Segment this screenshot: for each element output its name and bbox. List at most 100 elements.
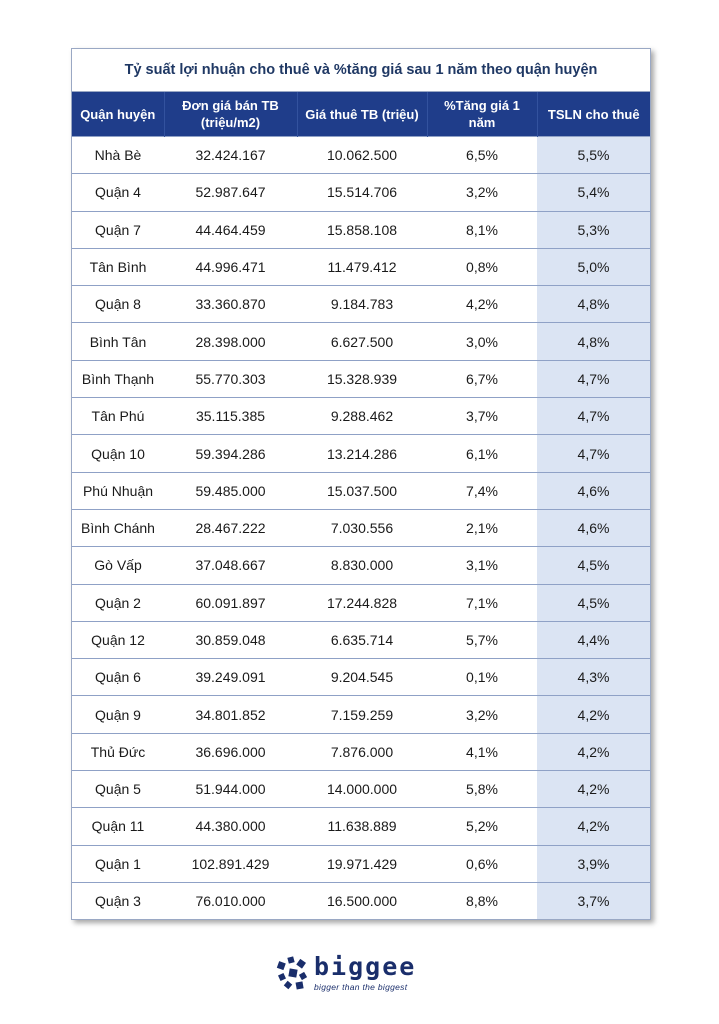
cell-district: Quận 2 [72, 583, 164, 622]
cell-avg-rent: 7.159.259 [297, 695, 427, 734]
cell-avg-sale-price: 34.801.852 [164, 695, 297, 734]
rental-yield-table: Quận huyện Đơn giá bán TB (triệu/m2) Giá… [72, 92, 650, 920]
header-row: Quận huyện Đơn giá bán TB (triệu/m2) Giá… [72, 92, 650, 137]
table-row: Quận 4 52.987.647 15.514.706 3,2% 5,4% [72, 173, 650, 212]
table-body: Nhà Bè 32.424.167 10.062.500 6,5% 5,5% Quận 4… [72, 135, 650, 920]
cell-avg-rent: 15.328.939 [297, 359, 427, 398]
cell-avg-sale-price: 44.996.471 [164, 247, 297, 286]
biggee-logo-icon [276, 956, 308, 990]
cell-price-growth: 3,7% [427, 397, 537, 435]
header-avg-rent: Giá thuê TB (triệu) [297, 92, 428, 137]
header-price-growth: %Tăng giá 1 năm [427, 92, 538, 137]
cell-district: Quận 1 [72, 844, 164, 883]
cell-rental-yield: 4,8% [537, 285, 650, 323]
table-row: Tân Bình 44.996.471 11.479.412 0,8% 5,0% [72, 247, 650, 286]
cell-district: Quận 11 [72, 807, 164, 846]
cell-avg-rent: 16.500.000 [297, 881, 427, 920]
cell-district: Bình Thạnh [72, 359, 164, 398]
cell-price-growth: 5,8% [427, 770, 537, 808]
cell-avg-sale-price: 52.987.647 [164, 173, 297, 212]
table-row: Quận 6 39.249.091 9.204.545 0,1% 4,3% [72, 658, 650, 696]
table-row: Quận 5 51.944.000 14.000.000 5,8% 4,2% [72, 770, 650, 808]
table-row: Thủ Đức 36.696.000 7.876.000 4,1% 4,2% [72, 732, 650, 771]
table-row: Quận 7 44.464.459 15.858.108 8,1% 5,3% [72, 210, 650, 249]
cell-rental-yield: 4,7% [537, 359, 650, 398]
header-district: Quận huyện [72, 92, 165, 137]
cell-avg-rent: 11.479.412 [297, 247, 427, 286]
cell-avg-sale-price: 28.467.222 [164, 508, 297, 547]
cell-rental-yield: 4,6% [537, 508, 650, 547]
table-row: Phú Nhuận 59.485.000 15.037.500 7,4% 4,6% [72, 471, 650, 510]
cell-price-growth: 0,6% [427, 844, 537, 883]
cell-rental-yield: 4,3% [537, 658, 650, 696]
cell-avg-sale-price: 59.485.000 [164, 471, 297, 510]
cell-avg-sale-price: 55.770.303 [164, 359, 297, 398]
table-row: Bình Tân 28.398.000 6.627.500 3,0% 4,8% [72, 322, 650, 361]
cell-rental-yield: 3,7% [537, 881, 650, 920]
cell-price-growth: 0,1% [427, 658, 537, 696]
cell-price-growth: 5,2% [427, 807, 537, 846]
cell-district: Thủ Đức [72, 732, 164, 771]
cell-avg-sale-price: 44.464.459 [164, 210, 297, 249]
cell-district: Quận 10 [72, 434, 164, 473]
cell-price-growth: 0,8% [427, 247, 537, 286]
cell-price-growth: 2,1% [427, 508, 537, 547]
cell-price-growth: 7,4% [427, 471, 537, 510]
cell-rental-yield: 4,7% [537, 434, 650, 473]
table-row: Quận 12 30.859.048 6.635.714 5,7% 4,4% [72, 620, 650, 659]
cell-avg-rent: 14.000.000 [297, 770, 427, 808]
cell-avg-sale-price: 30.859.048 [164, 620, 297, 659]
table-row: Gò Vấp 37.048.667 8.830.000 3,1% 4,5% [72, 546, 650, 585]
cell-avg-rent: 9.184.783 [297, 285, 427, 323]
cell-avg-sale-price: 35.115.385 [164, 397, 297, 435]
cell-rental-yield: 4,5% [537, 583, 650, 622]
logo-tagline: bigger than the biggest [314, 982, 408, 992]
cell-rental-yield: 5,3% [537, 210, 650, 249]
cell-avg-rent: 7.876.000 [297, 732, 427, 771]
header-avg-sale-price: Đơn giá bán TB (triệu/m2) [164, 92, 298, 137]
cell-avg-sale-price: 76.010.000 [164, 881, 297, 920]
cell-district: Tân Phú [72, 397, 164, 435]
cell-district: Quận 5 [72, 770, 164, 808]
cell-avg-sale-price: 59.394.286 [164, 434, 297, 473]
table-row: Quận 11 44.380.000 11.638.889 5,2% 4,2% [72, 807, 650, 846]
cell-district: Nhà Bè [72, 135, 164, 174]
cell-district: Tân Bình [72, 247, 164, 286]
cell-avg-sale-price: 37.048.667 [164, 546, 297, 585]
cell-avg-sale-price: 36.696.000 [164, 732, 297, 771]
cell-price-growth: 4,2% [427, 285, 537, 323]
cell-avg-rent: 6.627.500 [297, 322, 427, 361]
cell-district: Quận 4 [72, 173, 164, 212]
cell-district: Phú Nhuận [72, 471, 164, 510]
table-row: Quận 9 34.801.852 7.159.259 3,2% 4,2% [72, 695, 650, 734]
table-title: Tỷ suất lợi nhuận cho thuê và %tăng giá … [72, 49, 650, 92]
cell-district: Bình Tân [72, 322, 164, 361]
cell-district: Quận 12 [72, 620, 164, 659]
data-table-container: Tỷ suất lợi nhuận cho thuê và %tăng giá … [71, 48, 651, 921]
cell-district: Quận 7 [72, 210, 164, 249]
cell-avg-rent: 15.858.108 [297, 210, 427, 249]
cell-avg-rent: 6.635.714 [297, 620, 427, 659]
cell-avg-sale-price: 51.944.000 [164, 770, 297, 808]
cell-avg-sale-price: 32.424.167 [164, 135, 297, 174]
table-row: Nhà Bè 32.424.167 10.062.500 6,5% 5,5% [72, 135, 650, 174]
cell-avg-sale-price: 102.891.429 [164, 844, 297, 883]
cell-avg-sale-price: 28.398.000 [164, 322, 297, 361]
cell-avg-rent: 15.037.500 [297, 471, 427, 510]
table-row: Quận 2 60.091.897 17.244.828 7,1% 4,5% [72, 583, 650, 622]
cell-district: Quận 8 [72, 285, 164, 323]
cell-rental-yield: 4,8% [537, 322, 650, 361]
cell-avg-rent: 9.288.462 [297, 397, 427, 435]
cell-price-growth: 3,0% [427, 322, 537, 361]
biggee-logo: biggee bigger than the biggest [276, 952, 456, 996]
cell-avg-sale-price: 39.249.091 [164, 658, 297, 696]
table-row: Quận 1 102.891.429 19.971.429 0,6% 3,9% [72, 844, 650, 883]
cell-price-growth: 3,1% [427, 546, 537, 585]
cell-avg-rent: 7.030.556 [297, 508, 427, 547]
cell-price-growth: 6,5% [427, 135, 537, 174]
cell-price-growth: 8,1% [427, 210, 537, 249]
cell-rental-yield: 4,2% [537, 732, 650, 771]
cell-price-growth: 5,7% [427, 620, 537, 659]
cell-district: Gò Vấp [72, 546, 164, 585]
table-row: Bình Chánh 28.467.222 7.030.556 2,1% 4,6% [72, 508, 650, 547]
